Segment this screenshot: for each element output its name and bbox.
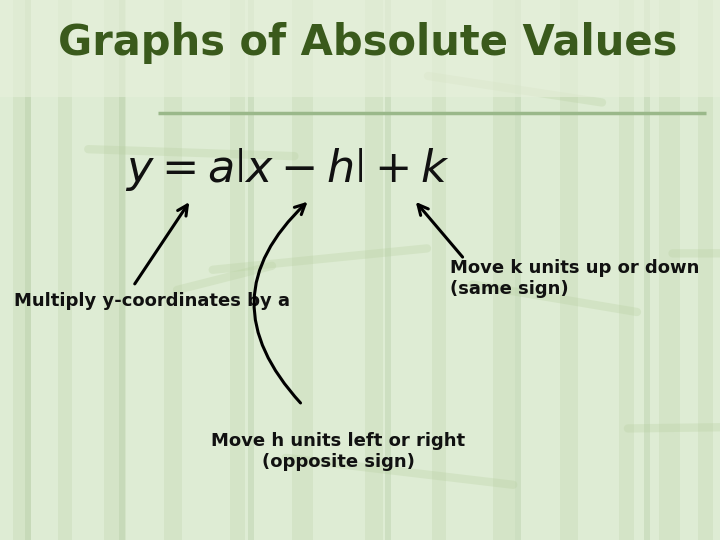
Bar <box>119 0 125 540</box>
Bar <box>163 0 181 540</box>
Text: $y = a\left|x - h\right| + k$: $y = a\left|x - h\right| + k$ <box>125 146 451 193</box>
Bar <box>104 0 126 540</box>
Bar <box>493 0 515 540</box>
Bar <box>515 0 521 540</box>
Bar <box>432 0 446 540</box>
Bar <box>12 0 30 540</box>
Text: Graphs of Absolute Values: Graphs of Absolute Values <box>58 22 677 64</box>
Bar <box>292 0 313 540</box>
Bar <box>560 0 578 540</box>
Bar <box>619 0 634 540</box>
Bar <box>698 0 713 540</box>
Bar <box>644 0 650 540</box>
Bar <box>248 0 254 540</box>
Text: Move k units up or down
(same sign): Move k units up or down (same sign) <box>450 259 699 298</box>
Bar <box>25 0 31 540</box>
Bar <box>0 0 720 97</box>
Bar <box>230 0 245 540</box>
Text: Multiply y-coordinates by a: Multiply y-coordinates by a <box>14 292 290 309</box>
Bar <box>58 0 72 540</box>
Bar <box>385 0 391 540</box>
Text: Move h units left or right
(opposite sign): Move h units left or right (opposite sig… <box>212 432 465 471</box>
Bar <box>366 0 384 540</box>
Bar <box>659 0 680 540</box>
